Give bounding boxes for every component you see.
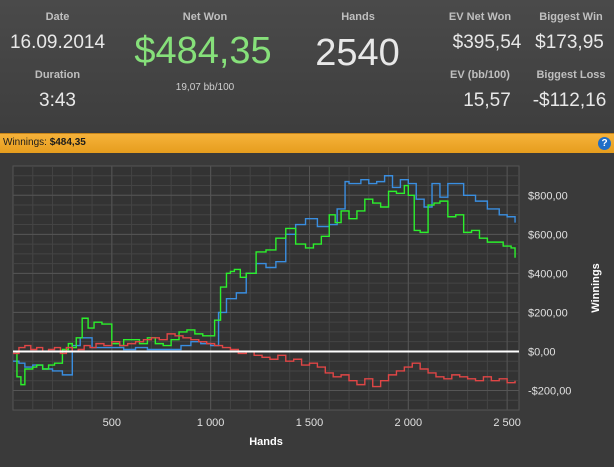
series-line-winnings — [13, 184, 516, 386]
biggest-loss-value: -$112,16 — [532, 90, 607, 111]
date-label: Date — [45, 11, 70, 23]
series-line-ev — [13, 175, 516, 376]
x-tick-label: 2 500 — [493, 417, 521, 429]
duration-label: Duration — [34, 69, 81, 81]
ev-net-won-value: $395,54 — [452, 32, 522, 53]
winnings-value: $484,35 — [49, 137, 86, 148]
winnings-prefix: Winnings: — [3, 137, 47, 148]
stats-panel: Date 16.09.2014 Duration 3:43 Net Won $4… — [0, 0, 614, 131]
hands-label: Hands — [341, 11, 375, 23]
net-won-label: Net Won — [182, 11, 228, 23]
x-tick-label: 1 000 — [197, 417, 225, 429]
y-tick-label: -$200,00 — [528, 385, 571, 397]
x-tick-label: 2 000 — [395, 417, 423, 429]
x-tick-label: 1 500 — [296, 417, 324, 429]
winnings-bar-text: Winnings: $484,35 — [3, 137, 86, 148]
winnings-bar: Winnings: $484,35 ? — [0, 133, 614, 154]
y-tick-label: $800,00 — [528, 190, 568, 202]
y-axis-label: Winnings — [590, 263, 602, 312]
hands-value: 2540 — [315, 32, 400, 74]
x-axis-label: Hands — [249, 436, 283, 448]
plot-area — [12, 165, 520, 411]
chart-svg: 500 1 000 1 500 2 000 2 500 -$200,00 $0,00 $200… — [12, 165, 602, 448]
date-value: 16.09.2014 — [9, 32, 106, 53]
biggest-win-label: Biggest Win — [539, 11, 603, 23]
biggest-loss-label: Biggest Loss — [536, 69, 606, 81]
y-tick-label: $400,00 — [528, 268, 568, 280]
ev-bb-value: 15,57 — [463, 90, 511, 111]
y-tick-label: $0,00 — [528, 346, 556, 358]
y-tick-label: $200,00 — [528, 307, 568, 319]
y-tick-label: $600,00 — [528, 229, 568, 241]
ev-net-won-label: EV Net Won — [448, 11, 512, 23]
ev-bb-label: EV (bb/100) — [450, 69, 510, 81]
help-icon[interactable]: ? — [598, 137, 611, 150]
duration-value: 3:43 — [39, 90, 76, 111]
net-won-value: $484,35 — [134, 30, 272, 72]
bb-per-100: 19,07 bb/100 — [175, 82, 235, 93]
winnings-chart: 500 1 000 1 500 2 000 2 500 -$200,00 $0,00 $200… — [0, 153, 614, 467]
biggest-win-value: $173,95 — [535, 32, 604, 53]
x-tick-label: 500 — [103, 417, 121, 429]
